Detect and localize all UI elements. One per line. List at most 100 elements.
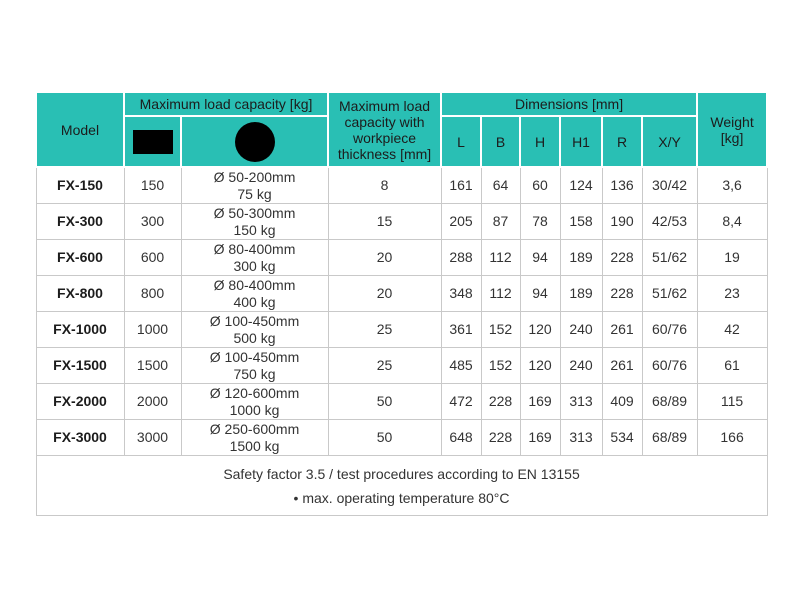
circle-capacity-load: 1000 kg	[229, 401, 280, 418]
model-cell: FX-150	[35, 166, 125, 204]
dim-cell-b: 64	[480, 166, 521, 204]
dim-cell-r: 228	[601, 275, 643, 312]
dim-cell-b: 87	[480, 203, 521, 240]
dim-cell-r: 228	[601, 239, 643, 276]
model-cell: FX-800	[35, 275, 125, 312]
header-rect-capacity	[123, 115, 182, 168]
model-cell: FX-1000	[35, 311, 125, 348]
dim-cell-r: 190	[601, 203, 643, 240]
circle-capacity-load: 500 kg	[233, 329, 276, 346]
rect-capacity-cell: 1000	[123, 311, 182, 348]
dim-cell-h1: 240	[559, 347, 603, 384]
circle-capacity-diameter: Ø 100-450mm	[209, 348, 300, 365]
footer-note: Safety factor 3.5 / test procedures acco…	[35, 455, 768, 516]
circle-capacity-cell: Ø 100-450mm 500 kg	[180, 311, 329, 348]
dim-cell-h: 120	[519, 311, 561, 348]
model-cell: FX-1500	[35, 347, 125, 384]
dim-cell-h: 120	[519, 347, 561, 384]
spec-table-body: FX-150 150 Ø 50-200mm 75 kg 8 161 64 60 124 136 30…	[35, 166, 768, 456]
dim-cell-h: 94	[519, 275, 561, 312]
weight-cell: 23	[696, 275, 768, 312]
circle-capacity-load: 400 kg	[233, 293, 276, 310]
header-dim-h: H	[519, 115, 562, 168]
circle-capacity-cell: Ø 80-400mm 300 kg	[180, 239, 329, 276]
circle-capacity-diameter: Ø 100-450mm	[209, 312, 300, 329]
circle-capacity-load: 300 kg	[233, 257, 276, 274]
model-cell: FX-3000	[35, 419, 125, 456]
dim-cell-h: 169	[519, 419, 561, 456]
circle-capacity-diameter: Ø 80-400mm	[213, 276, 296, 293]
rect-capacity-cell: 300	[123, 203, 182, 240]
workpiece-capacity-cell: 15	[327, 203, 442, 240]
circle-capacity-diameter: Ø 80-400mm	[213, 240, 296, 257]
header-circle-capacity	[179, 115, 330, 168]
dim-cell-b: 152	[480, 311, 521, 348]
dim-cell-h: 169	[519, 383, 561, 420]
header-dimensions-group: Dimensions [mm]	[440, 91, 699, 117]
circle-capacity-cell: Ø 100-450mm 750 kg	[180, 347, 329, 384]
header-model: Model	[35, 91, 125, 168]
dim-cell-h1: 189	[559, 239, 603, 276]
dim-cell-b: 228	[480, 419, 521, 456]
weight-cell: 3,6	[696, 166, 768, 204]
footer-safety-note: Safety factor 3.5 / test procedures acco…	[223, 465, 580, 482]
rect-capacity-cell: 2000	[123, 383, 182, 420]
circle-capacity-load: 750 kg	[233, 365, 276, 382]
circle-icon	[234, 121, 275, 162]
weight-cell: 61	[696, 347, 768, 384]
workpiece-capacity-cell: 25	[327, 347, 442, 384]
dim-cell-h: 94	[519, 239, 561, 276]
dim-cell-r: 136	[601, 166, 643, 204]
dim-cell-r: 261	[601, 311, 643, 348]
header-dim-xy: X/Y	[641, 115, 699, 168]
workpiece-capacity-cell: 8	[327, 166, 442, 204]
dim-cell-r: 534	[601, 419, 643, 456]
table-row: FX-800 800 Ø 80-400mm 400 kg 20 348 112 94 189 22…	[35, 275, 768, 312]
dim-cell-r: 261	[601, 347, 643, 384]
rect-capacity-cell: 800	[123, 275, 182, 312]
table-row: FX-1000 1000 Ø 100-450mm 500 kg 25 361 152 120 2…	[35, 311, 768, 348]
model-cell: FX-600	[35, 239, 125, 276]
dim-cell-h1: 124	[559, 166, 603, 204]
rect-capacity-cell: 1500	[123, 347, 182, 384]
dim-cell-x-y: 30/42	[641, 166, 698, 204]
header-dim-l: L	[440, 115, 483, 168]
dim-cell-h1: 313	[559, 419, 603, 456]
circle-capacity-cell: Ø 80-400mm 400 kg	[180, 275, 329, 312]
dim-cell-x-y: 51/62	[641, 239, 698, 276]
dim-cell-x-y: 60/76	[641, 347, 698, 384]
weight-cell: 42	[696, 311, 768, 348]
circle-capacity-load: 150 kg	[233, 221, 276, 238]
dim-cell-h: 60	[519, 166, 561, 204]
dim-cell-l: 348	[440, 275, 482, 312]
circle-capacity-cell: Ø 250-600mm 1500 kg	[180, 419, 329, 456]
circle-capacity-cell: Ø 120-600mm 1000 kg	[180, 383, 329, 420]
weight-cell: 19	[696, 239, 768, 276]
model-cell: FX-2000	[35, 383, 125, 420]
circle-capacity-diameter: Ø 120-600mm	[209, 384, 300, 401]
circle-capacity-cell: Ø 50-300mm 150 kg	[180, 203, 329, 240]
workpiece-capacity-cell: 25	[327, 311, 442, 348]
weight-cell: 115	[696, 383, 768, 420]
dim-cell-h1: 189	[559, 275, 603, 312]
table-row: FX-300 300 Ø 50-300mm 150 kg 15 205 87 78 158 190…	[35, 203, 768, 240]
dim-cell-b: 228	[480, 383, 521, 420]
dim-cell-l: 472	[440, 383, 482, 420]
dim-cell-x-y: 42/53	[641, 203, 698, 240]
dim-cell-l: 485	[440, 347, 482, 384]
weight-cell: 166	[696, 419, 768, 456]
dim-cell-b: 112	[480, 239, 521, 276]
circle-capacity-diameter: Ø 50-200mm	[213, 168, 296, 185]
dim-cell-b: 152	[480, 347, 521, 384]
header-dim-b: B	[480, 115, 522, 168]
rect-capacity-cell: 3000	[123, 419, 182, 456]
spec-table-container: Model Maximum load capacity [kg] Maximum…	[35, 91, 769, 516]
circle-capacity-load: 1500 kg	[229, 437, 280, 454]
dim-cell-l: 161	[440, 166, 482, 204]
dim-cell-l: 288	[440, 239, 482, 276]
circle-capacity-diameter: Ø 50-300mm	[213, 204, 296, 221]
rect-capacity-cell: 600	[123, 239, 182, 276]
model-cell: FX-300	[35, 203, 125, 240]
header-max-load-group: Maximum load capacity [kg]	[122, 91, 330, 117]
workpiece-capacity-cell: 20	[327, 239, 442, 276]
